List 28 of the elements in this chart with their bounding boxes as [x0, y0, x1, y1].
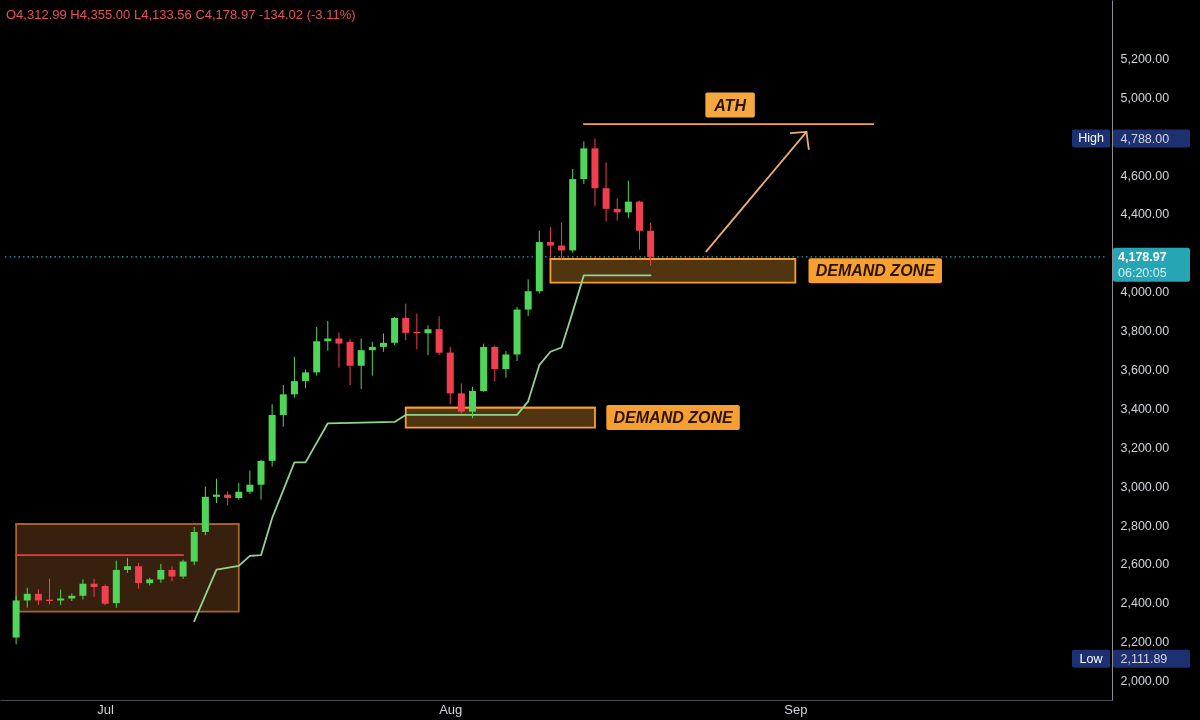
y-tick-label: 2,200.00 — [1120, 635, 1170, 650]
x-tick-label: Jul — [97, 701, 115, 717]
x-tick-label: Aug — [439, 701, 463, 717]
text: 06:20:05 — [1118, 265, 1167, 280]
y-tick-label: 4,000.00 — [1120, 285, 1170, 300]
y-tick-label: 3,800.00 — [1120, 324, 1170, 339]
series-label: DEMAND ZONE — [815, 262, 937, 280]
y-tick-label: 2,400.00 — [1120, 596, 1170, 611]
y-tick-label: 5,200.00 — [1120, 51, 1170, 66]
annotation: High — [1078, 131, 1104, 146]
y-tick-label: 2,600.00 — [1120, 557, 1170, 572]
y-tick-label: 4,600.00 — [1120, 168, 1170, 183]
y-tick-label: 4,788.00 — [1120, 131, 1170, 146]
y-tick-label: 3,200.00 — [1120, 440, 1170, 455]
y-tick-label: 2,000.00 — [1120, 674, 1170, 689]
y-tick-label: 2,800.00 — [1120, 518, 1170, 533]
x-tick-label: Sep — [784, 701, 808, 717]
series-label: ATH — [713, 96, 747, 114]
y-tick-label: 2,111.89 — [1120, 652, 1168, 667]
annotation: Low — [1079, 651, 1104, 666]
y-tick-label: 3,400.00 — [1120, 401, 1170, 416]
y-tick-label: 5,000.00 — [1120, 90, 1170, 105]
series-label: DEMAND ZONE — [613, 409, 734, 427]
text: O4,312.99 H4,355.00 L4,133.56 C4,178.97 -134.02 (-3.11%) — [6, 7, 356, 22]
ref-line-label: 4,178.97 — [1118, 249, 1167, 264]
y-tick-label: 3,600.00 — [1120, 362, 1170, 377]
y-tick-label: 3,000.00 — [1120, 479, 1170, 494]
y-tick-label: 4,400.00 — [1120, 207, 1170, 222]
